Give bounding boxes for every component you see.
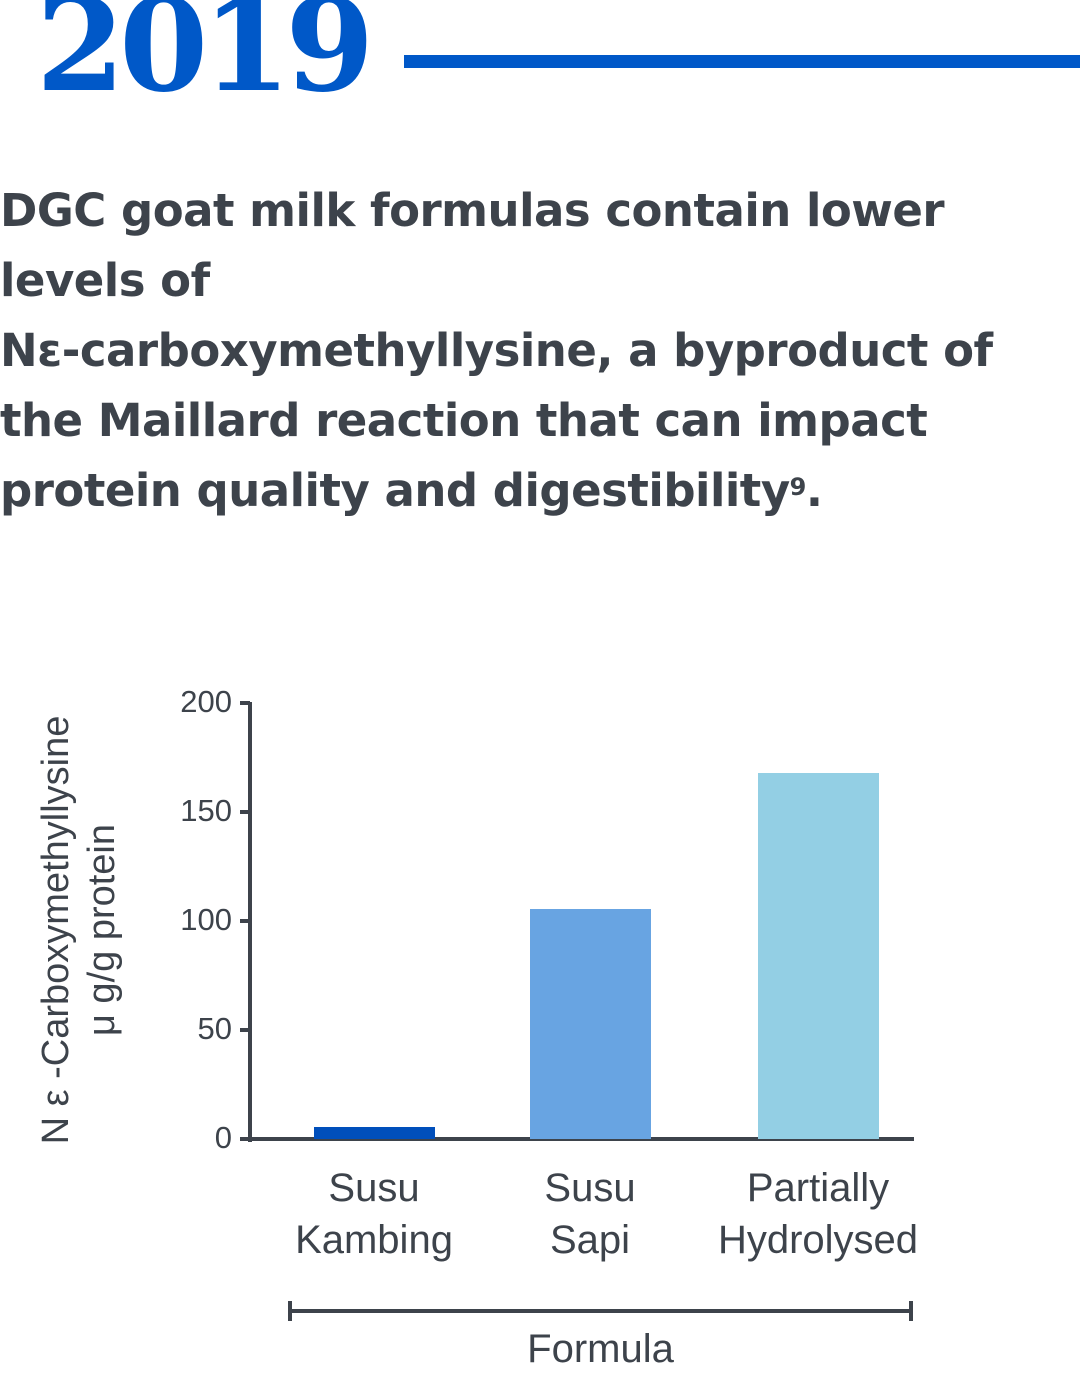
x-category-label: Partially Hydrolysed (688, 1162, 948, 1266)
y-tick-label: 0 (214, 1120, 232, 1155)
bar-susu-sapi (530, 909, 651, 1139)
x-category-label-line: Sapi (549, 1218, 631, 1262)
formula-bracket-right-end (909, 1301, 913, 1321)
footnote-reference: 9 (789, 473, 807, 501)
y-tick-label: 150 (180, 793, 232, 828)
y-axis-title: N ε -Carboxymethyllysine μ g/g protein (33, 630, 125, 1230)
y-tick-label: 200 (180, 684, 232, 719)
y-tick-mark (240, 1028, 250, 1032)
x-category-label-line: Hydrolysed (717, 1218, 919, 1262)
headline-line-2: levels of (0, 254, 210, 307)
y-tick-mark (240, 701, 250, 705)
x-category-label: Susu Sapi (460, 1162, 720, 1266)
headline-line-1: DGC goat milk formulas contain lower (0, 184, 945, 237)
y-axis-title-line-2: μ g/g protein (81, 823, 123, 1037)
headline-line-5-end: . (805, 464, 823, 517)
headline-line-4: the Maillard reaction that can impact (0, 394, 928, 447)
x-category-label: Susu Kambing (244, 1162, 504, 1266)
x-category-label-line: Kambing (295, 1218, 453, 1262)
y-tick-label: 100 (180, 902, 232, 937)
formula-bracket-line (288, 1309, 913, 1313)
y-axis-line (248, 702, 252, 1142)
x-category-label-line: Susu (328, 1166, 420, 1210)
year-heading: 2019 (36, 0, 374, 121)
headline-text: DGC goat milk formulas contain lower lev… (0, 176, 1080, 526)
x-category-label-line: Susu (544, 1166, 636, 1210)
y-axis-title-line-1: N ε -Carboxymethyllysine (35, 715, 77, 1145)
formula-bracket-left-end (288, 1301, 292, 1321)
headline-line-5: protein quality and digestibility9. (0, 456, 1080, 526)
headline-line-3: Nε-carboxymethyllysine, a byproduct of (0, 324, 993, 377)
y-tick-label: 50 (197, 1011, 232, 1046)
bar-susu-kambing (314, 1127, 435, 1139)
bar-partially-hydrolysed (758, 772, 879, 1139)
year-divider-line (404, 55, 1080, 68)
y-tick-mark (240, 919, 250, 923)
x-axis-line (240, 1137, 914, 1141)
y-tick-mark (240, 810, 250, 814)
headline-line-5-text: protein quality and digestibility (0, 464, 790, 517)
x-category-label-line: Partially (746, 1166, 890, 1210)
y-tick-mark (240, 1137, 250, 1141)
x-axis-title: Formula (527, 1327, 674, 1371)
